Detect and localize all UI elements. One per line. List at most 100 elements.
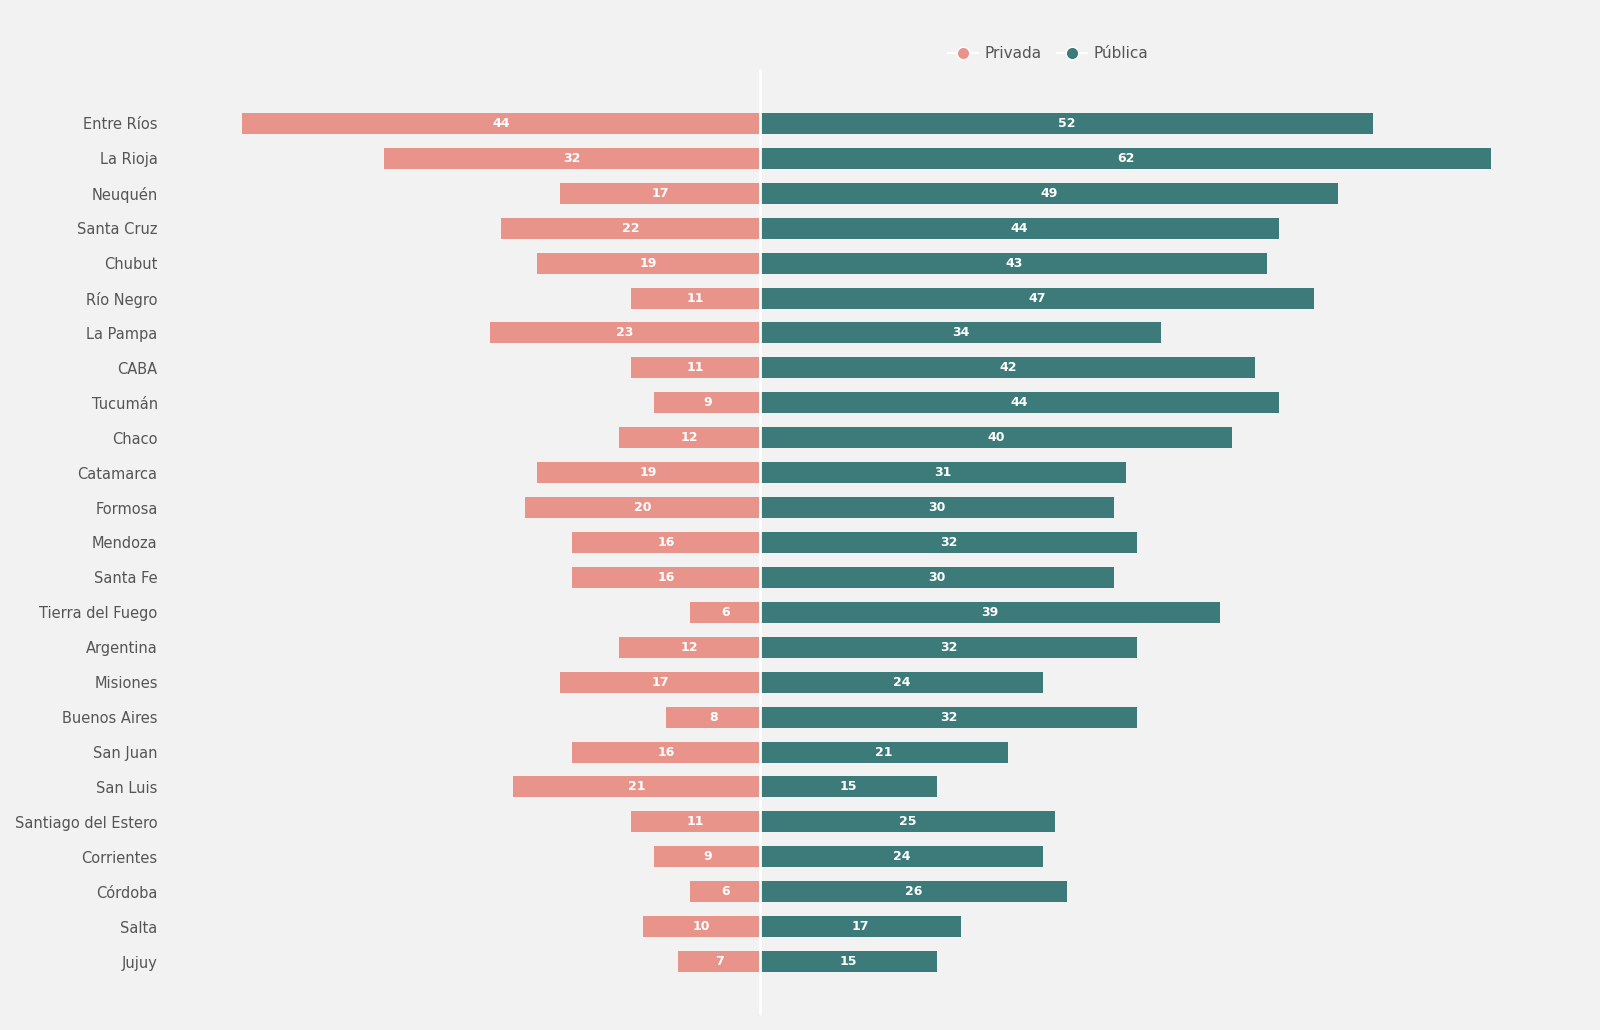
Bar bbox=[760, 602, 1219, 623]
Bar bbox=[760, 566, 1114, 588]
Text: 11: 11 bbox=[686, 816, 704, 828]
Bar bbox=[760, 357, 1254, 378]
Bar bbox=[760, 462, 1126, 483]
Bar bbox=[760, 497, 1114, 518]
Bar bbox=[760, 287, 1314, 309]
Bar bbox=[760, 322, 1162, 343]
Bar bbox=[760, 113, 1373, 134]
Text: 31: 31 bbox=[934, 467, 952, 479]
Bar bbox=[760, 427, 1232, 448]
Bar bbox=[630, 287, 760, 309]
Text: 11: 11 bbox=[686, 291, 704, 305]
Text: 15: 15 bbox=[840, 955, 858, 968]
Bar bbox=[760, 217, 1278, 239]
Text: 34: 34 bbox=[952, 327, 970, 340]
Text: 12: 12 bbox=[682, 432, 699, 444]
Text: 11: 11 bbox=[686, 362, 704, 374]
Bar bbox=[560, 182, 760, 204]
Bar bbox=[654, 392, 760, 413]
Bar bbox=[525, 497, 760, 518]
Bar bbox=[760, 777, 938, 797]
Text: 21: 21 bbox=[875, 746, 893, 758]
Bar bbox=[573, 533, 760, 553]
Text: 9: 9 bbox=[702, 851, 712, 863]
Legend: Privada, Pública: Privada, Pública bbox=[941, 40, 1154, 67]
Text: 19: 19 bbox=[640, 467, 658, 479]
Bar bbox=[760, 392, 1278, 413]
Bar bbox=[690, 602, 760, 623]
Text: 47: 47 bbox=[1029, 291, 1046, 305]
Text: 17: 17 bbox=[651, 676, 669, 689]
Text: 17: 17 bbox=[851, 920, 869, 933]
Text: 21: 21 bbox=[629, 781, 645, 793]
Text: 24: 24 bbox=[893, 851, 910, 863]
Text: 23: 23 bbox=[616, 327, 634, 340]
Bar bbox=[760, 707, 1138, 727]
Bar bbox=[678, 951, 760, 972]
Bar bbox=[490, 322, 760, 343]
Text: 20: 20 bbox=[634, 501, 651, 514]
Bar bbox=[643, 916, 760, 937]
Bar bbox=[619, 637, 760, 658]
Text: 16: 16 bbox=[658, 536, 675, 549]
Text: 8: 8 bbox=[709, 711, 718, 724]
Text: 32: 32 bbox=[941, 641, 958, 654]
Text: 44: 44 bbox=[1011, 221, 1029, 235]
Bar bbox=[760, 882, 1067, 902]
Text: 42: 42 bbox=[998, 362, 1016, 374]
Text: 32: 32 bbox=[563, 151, 581, 165]
Bar bbox=[573, 566, 760, 588]
Text: 7: 7 bbox=[715, 955, 723, 968]
Bar bbox=[536, 462, 760, 483]
Text: 16: 16 bbox=[658, 746, 675, 758]
Text: 43: 43 bbox=[1005, 256, 1022, 270]
Text: 26: 26 bbox=[906, 885, 922, 898]
Bar bbox=[630, 812, 760, 832]
Bar bbox=[760, 812, 1054, 832]
Bar bbox=[760, 847, 1043, 867]
Bar bbox=[760, 637, 1138, 658]
Text: 62: 62 bbox=[1117, 151, 1134, 165]
Bar bbox=[560, 672, 760, 692]
Bar bbox=[760, 182, 1338, 204]
Text: 39: 39 bbox=[981, 606, 998, 619]
Text: 30: 30 bbox=[928, 501, 946, 514]
Text: 15: 15 bbox=[840, 781, 858, 793]
Text: 6: 6 bbox=[722, 606, 730, 619]
Bar bbox=[666, 707, 760, 727]
Bar bbox=[760, 533, 1138, 553]
Text: 25: 25 bbox=[899, 816, 917, 828]
Bar bbox=[514, 777, 760, 797]
Text: 19: 19 bbox=[640, 256, 658, 270]
Text: 44: 44 bbox=[1011, 397, 1029, 409]
Text: 32: 32 bbox=[941, 711, 958, 724]
Bar bbox=[690, 882, 760, 902]
Text: 6: 6 bbox=[722, 885, 730, 898]
Bar bbox=[619, 427, 760, 448]
Text: 22: 22 bbox=[622, 221, 640, 235]
Bar bbox=[760, 252, 1267, 274]
Text: 17: 17 bbox=[651, 186, 669, 200]
Bar bbox=[760, 951, 938, 972]
Text: 9: 9 bbox=[702, 397, 712, 409]
Text: 44: 44 bbox=[493, 117, 510, 130]
Bar bbox=[536, 252, 760, 274]
Text: 32: 32 bbox=[941, 536, 958, 549]
Text: 30: 30 bbox=[928, 571, 946, 584]
Bar bbox=[501, 217, 760, 239]
Bar bbox=[760, 742, 1008, 762]
Bar bbox=[760, 672, 1043, 692]
Bar bbox=[573, 742, 760, 762]
Text: 49: 49 bbox=[1040, 186, 1058, 200]
Text: 40: 40 bbox=[987, 432, 1005, 444]
Text: 16: 16 bbox=[658, 571, 675, 584]
Bar bbox=[242, 113, 760, 134]
Bar bbox=[760, 148, 1491, 169]
Text: 24: 24 bbox=[893, 676, 910, 689]
Bar bbox=[630, 357, 760, 378]
Text: 12: 12 bbox=[682, 641, 699, 654]
Bar bbox=[760, 916, 960, 937]
Text: 10: 10 bbox=[693, 920, 710, 933]
Bar bbox=[384, 148, 760, 169]
Bar bbox=[654, 847, 760, 867]
